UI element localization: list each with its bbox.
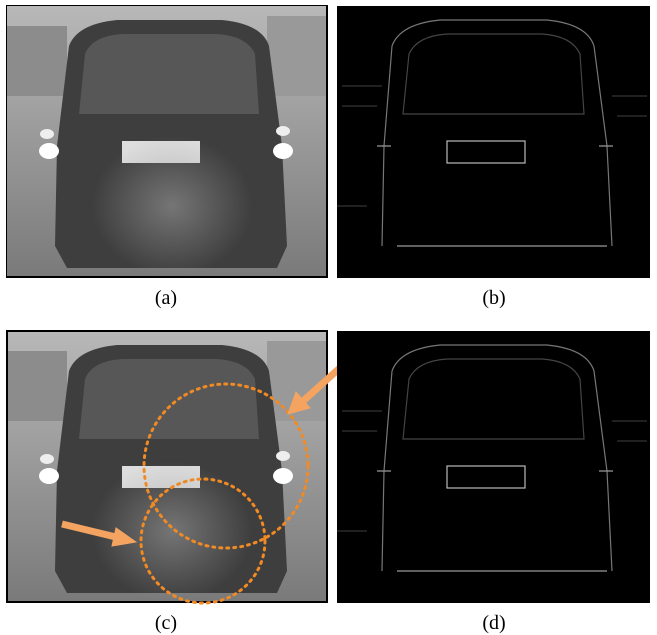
edge-map-d [336, 330, 651, 604]
arrows [61, 363, 345, 547]
frame [6, 330, 328, 603]
caption: (b) [482, 287, 505, 309]
highlight-circles [139, 382, 310, 605]
caption: (a) [155, 287, 177, 309]
caption: (d) [482, 612, 505, 634]
caption: (c) [155, 612, 177, 634]
photo-c [7, 331, 326, 601]
photo-a [7, 6, 326, 276]
edge-map-b [336, 5, 651, 279]
